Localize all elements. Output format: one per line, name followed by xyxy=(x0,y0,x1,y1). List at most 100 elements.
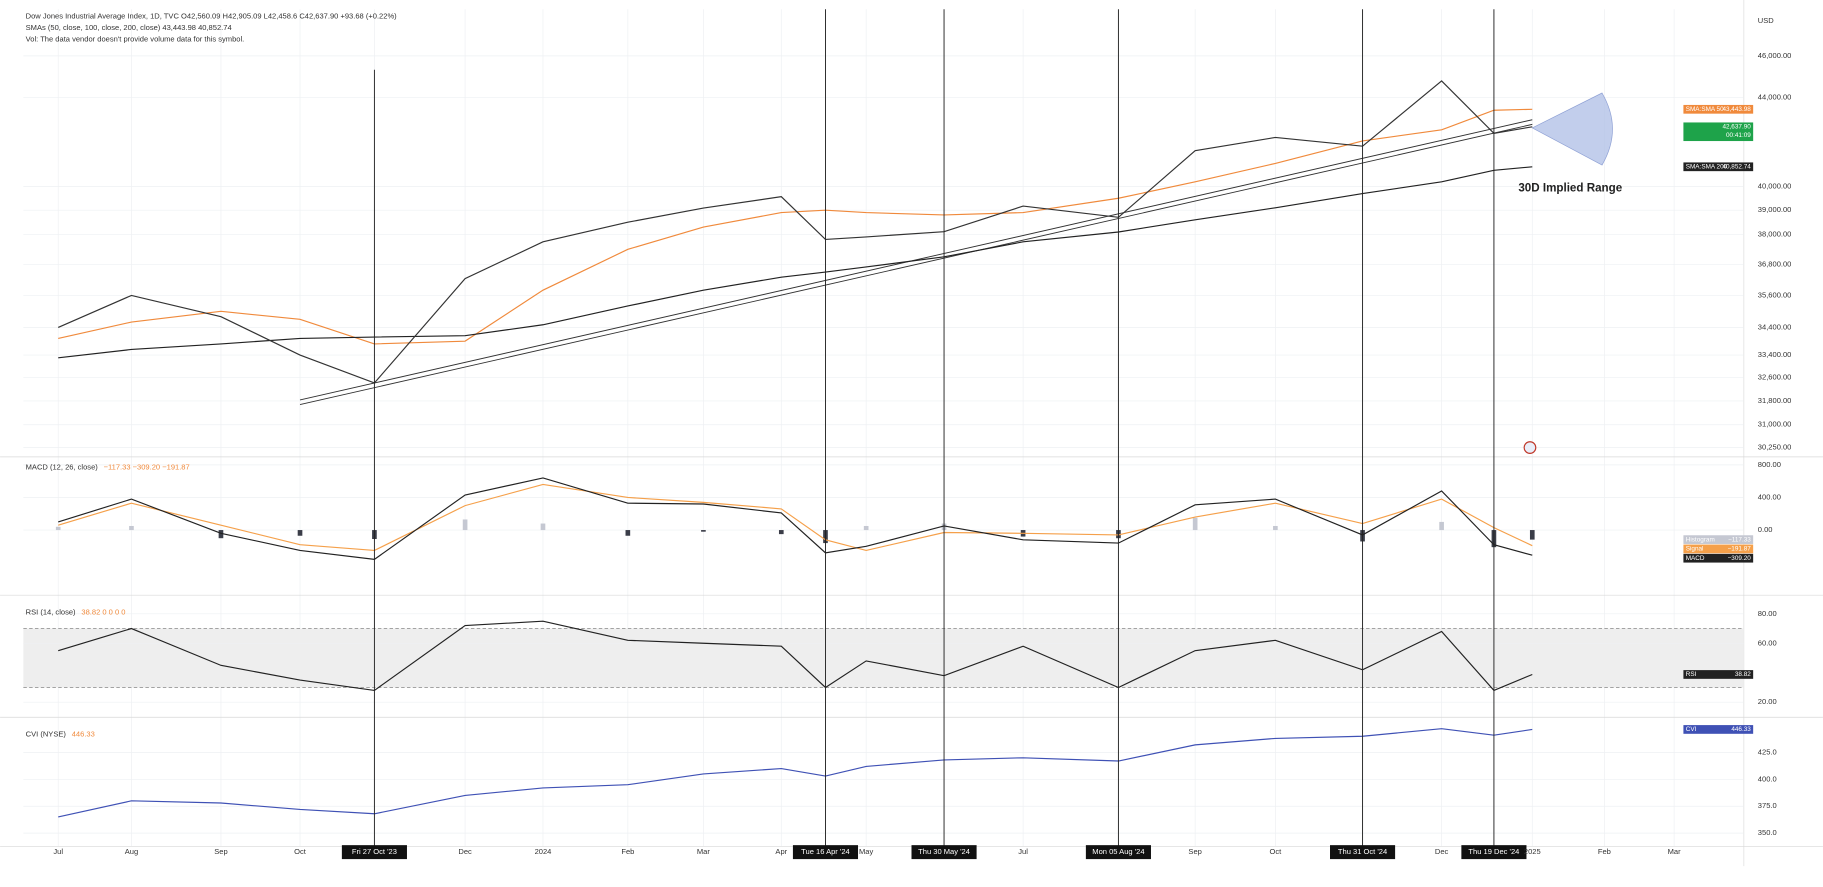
y-tick-label: 44,000.00 xyxy=(1758,92,1792,101)
event-label-box xyxy=(911,845,977,860)
y-tick-label: 36,800.00 xyxy=(1758,259,1792,268)
x-tick-label: Dec xyxy=(458,847,472,856)
event-label-box xyxy=(341,845,407,860)
price-tag: CVI 446.33 xyxy=(1683,725,1754,734)
histogram-bar xyxy=(462,519,468,531)
pane-title: MACD (12, 26, close) xyxy=(26,462,99,471)
currency: USD xyxy=(1758,16,1774,25)
event-label-box xyxy=(1085,845,1151,860)
histogram-bar xyxy=(863,525,869,531)
x-tick-label: Thu 31 Oct '24 xyxy=(1338,847,1387,856)
y-tick-label: 60.00 xyxy=(1758,638,1777,647)
histogram-bar xyxy=(297,530,303,536)
tag-box xyxy=(1683,162,1754,172)
y-tick-label: 400.0 xyxy=(1758,774,1777,783)
tag-value: −191.87 xyxy=(1728,546,1752,553)
price-tag: Signal −191.87 xyxy=(1683,544,1754,554)
x-tick-label: Mar xyxy=(1668,847,1681,856)
chart-note: Vol: The data vendor doesn't provide vol… xyxy=(26,35,245,44)
pane-legend-values: 446.33 xyxy=(72,730,95,739)
tag-value: −117.33 xyxy=(1728,536,1751,543)
trend-line xyxy=(299,123,1533,406)
event-label-box xyxy=(1330,845,1396,860)
y-tick-label: 0.00 xyxy=(1758,525,1773,534)
pane-title: CVI (NYSE) xyxy=(26,730,67,739)
y-tick-label: 31,000.00 xyxy=(1758,420,1792,429)
x-tick-label: Mar xyxy=(697,847,710,856)
rsi-band xyxy=(23,628,1744,688)
x-tick-label: Apr xyxy=(775,847,787,856)
tag-box xyxy=(1683,553,1754,563)
histogram-bar xyxy=(1439,521,1444,531)
tag-box xyxy=(1683,535,1754,544)
y-tick-label: 39,000.00 xyxy=(1758,205,1792,214)
y-tick-label: 350.0 xyxy=(1758,828,1777,837)
price-tag: 42,637.90 00:41:09 xyxy=(1683,122,1754,142)
price-tag: MACD −309.20 xyxy=(1683,553,1754,563)
tag-name: CVI xyxy=(1686,726,1697,733)
tag-value: 43,443.98 xyxy=(1722,106,1751,113)
y-tick-label: 32,600.00 xyxy=(1758,373,1792,382)
histogram-bar xyxy=(218,530,224,539)
x-tick-label: Oct xyxy=(294,847,307,856)
x-tick-label: Dec xyxy=(1435,847,1449,856)
histogram-bar xyxy=(540,523,546,531)
tag-name: MACD xyxy=(1686,555,1705,562)
histogram-bar xyxy=(701,530,706,532)
x-tick-label: 2024 xyxy=(535,847,552,856)
histogram-bar xyxy=(129,525,134,531)
x-tick-label: Thu 30 May '24 xyxy=(918,847,970,856)
histogram-bar xyxy=(55,526,61,531)
pane-legend-values: 38.82 0 0 0 0 xyxy=(81,608,125,617)
x-tick-label: Mon 05 Aug '24 xyxy=(1092,847,1144,856)
y-tick-label: 31,800.00 xyxy=(1758,396,1792,405)
tag-box xyxy=(1683,122,1754,142)
histogram-bar xyxy=(625,530,631,536)
event-label-box xyxy=(1461,845,1527,860)
x-tick-label: Feb xyxy=(621,847,634,856)
price-tag: Histogram −117.33 xyxy=(1683,535,1754,544)
trend-line xyxy=(299,119,1533,401)
tag-value: −309.20 xyxy=(1728,555,1752,562)
tag-value: 38.82 xyxy=(1735,671,1751,678)
event-flag xyxy=(1523,441,1537,454)
y-tick-label: 35,600.00 xyxy=(1758,290,1792,299)
event-label-box xyxy=(792,845,859,860)
x-tick-label: Fri 27 Oct '23 xyxy=(352,847,397,856)
tag-value: 446.33 xyxy=(1731,726,1751,733)
tag-value: 42,637.90 xyxy=(1722,123,1751,130)
pane-title: RSI (14, close) xyxy=(26,608,76,617)
tag-box xyxy=(1683,544,1754,554)
y-tick-label: 800.00 xyxy=(1758,460,1781,469)
histogram-bar xyxy=(1273,525,1278,531)
y-tick-label: 400.00 xyxy=(1758,492,1781,501)
tag-value: 40,852.74 xyxy=(1722,163,1751,170)
y-tick-label: 20.00 xyxy=(1758,697,1777,706)
tag-name: SMA:SMA 50 xyxy=(1686,106,1724,113)
implied-range-cone xyxy=(1531,92,1613,166)
pane-legend-values: −117.33 −309.20 −191.87 xyxy=(104,462,190,471)
x-tick-label: May xyxy=(859,847,873,856)
x-tick-label: Aug xyxy=(125,847,138,856)
x-tick-label: Oct xyxy=(1269,847,1282,856)
tag-box xyxy=(1683,670,1754,679)
x-tick-label: Thu 19 Dec '24 xyxy=(1468,847,1519,856)
y-tick-label: 30,250.00 xyxy=(1758,443,1792,452)
price-tag: RSI 38.82 xyxy=(1683,670,1754,679)
tag-name: RSI xyxy=(1686,671,1697,678)
x-tick-label: Sep xyxy=(1188,847,1201,856)
x-tick-label: Jul xyxy=(1018,847,1028,856)
tag-name: SMA:SMA 200 xyxy=(1686,163,1728,170)
x-tick-label: Tue 16 Apr '24 xyxy=(801,847,850,856)
histogram-bar xyxy=(1192,517,1198,531)
x-tick-label: 2025 xyxy=(1524,847,1541,856)
y-tick-label: 33,400.00 xyxy=(1758,350,1792,359)
chart-title: Dow Jones Industrial Average Index, 1D, … xyxy=(26,11,398,20)
histogram-bar xyxy=(778,530,784,535)
annotation: 30D Implied Range xyxy=(1518,181,1622,194)
tag-box xyxy=(1683,725,1754,734)
x-tick-label: Jul xyxy=(53,847,63,856)
y-tick-label: 46,000.00 xyxy=(1758,51,1792,60)
